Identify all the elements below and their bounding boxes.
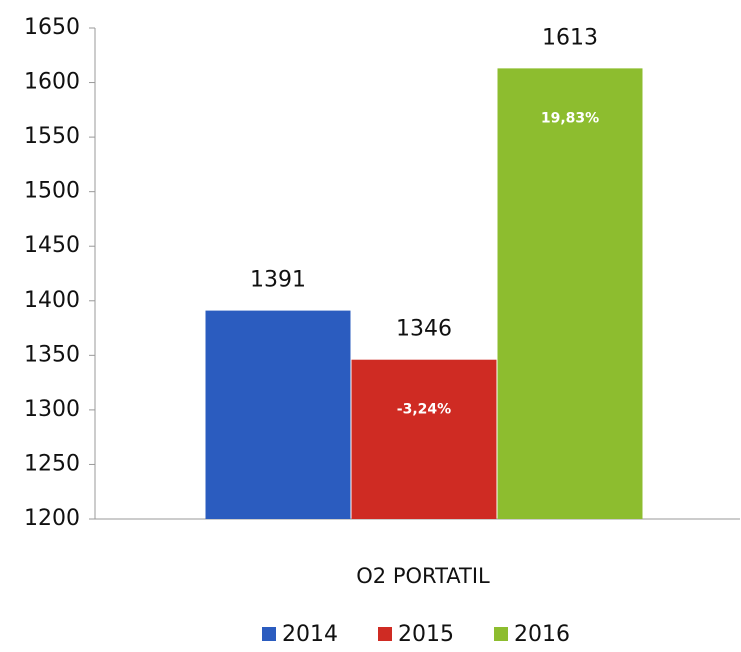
y-tick-label: 1200 (24, 506, 80, 531)
y-tick-label: 1400 (24, 288, 80, 313)
y-tick-label: 1350 (24, 342, 80, 367)
y-tick-label: 1550 (24, 124, 80, 149)
y-tick-label: 1450 (24, 233, 80, 258)
legend-label: 2015 (398, 622, 454, 647)
y-tick-label: 1650 (24, 15, 80, 40)
y-tick-label: 1300 (24, 397, 80, 422)
value-label: 1391 (250, 268, 306, 293)
bar (351, 359, 497, 519)
annotation: -3,24% (397, 402, 451, 418)
legend-label: 2016 (514, 622, 570, 647)
bar (205, 310, 351, 519)
legend-swatch (494, 627, 508, 641)
value-label: 1613 (542, 25, 598, 50)
x-tick-label: O2 PORTATIL (356, 564, 490, 588)
legend-swatch (262, 627, 276, 641)
value-label: 1346 (396, 317, 452, 342)
y-tick-label: 1600 (24, 70, 80, 95)
y-tick-label: 1500 (24, 179, 80, 204)
y-tick-label: 1250 (24, 451, 80, 476)
legend-label: 2014 (282, 622, 338, 647)
annotation: 19,83% (541, 110, 599, 126)
bar (497, 68, 643, 520)
legend-swatch (378, 627, 392, 641)
